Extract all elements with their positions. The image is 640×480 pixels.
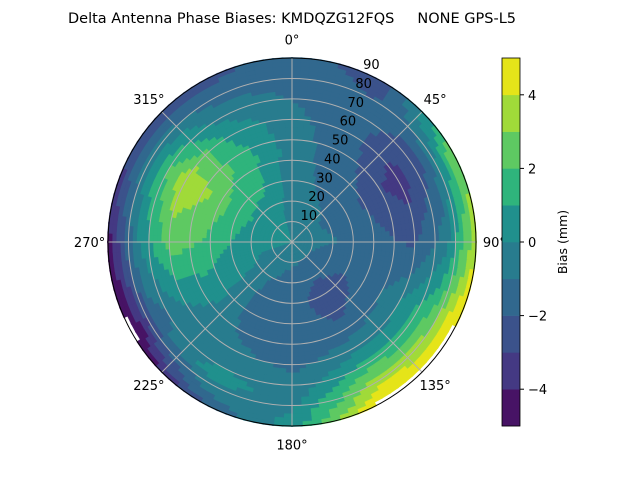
contour-cell [451, 314, 462, 327]
chart-title: Delta Antenna Phase Biases: KMDQZG12FQS … [68, 11, 516, 27]
